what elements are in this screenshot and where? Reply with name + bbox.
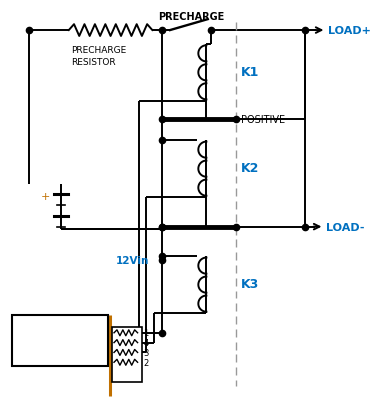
Text: 12Vin: 12Vin (116, 255, 149, 266)
Text: K2: K2 (97, 348, 109, 357)
Text: RESISTOR: RESISTOR (71, 58, 116, 67)
Text: K2: K2 (241, 162, 259, 175)
Text: 3: 3 (144, 348, 149, 357)
Text: 1: 1 (144, 328, 149, 337)
Text: K3: K3 (241, 278, 259, 290)
Text: 4: 4 (144, 338, 149, 347)
Bar (112, 327, 141, 382)
Text: K1: K1 (241, 66, 259, 78)
Text: 2: 2 (144, 358, 149, 367)
Text: K1: K1 (97, 358, 109, 367)
Text: COILS: COILS (42, 336, 78, 346)
Text: K3: K3 (97, 338, 109, 347)
Text: K+: K+ (96, 328, 109, 337)
Bar (12, 316, 108, 366)
Text: LOAD+: LOAD+ (328, 26, 371, 36)
Text: POSITIVE: POSITIVE (241, 114, 285, 124)
Text: PRECHARGE: PRECHARGE (158, 12, 225, 22)
Text: +: + (41, 192, 50, 202)
Text: PRECHARGE: PRECHARGE (71, 46, 126, 55)
Text: LOAD-: LOAD- (326, 222, 365, 232)
